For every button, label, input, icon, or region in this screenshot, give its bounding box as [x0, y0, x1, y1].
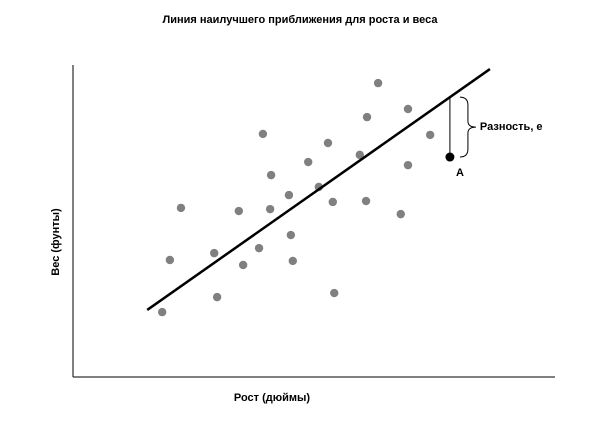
chart-title: Линия наилучшего приближения для роста и… — [163, 14, 439, 26]
x-axis-label: Рост (дюймы) — [234, 392, 311, 404]
point — [403, 160, 413, 170]
point — [396, 209, 405, 219]
point — [210, 248, 219, 258]
brace — [459, 96, 476, 158]
point — [330, 288, 339, 298]
point — [355, 150, 364, 160]
fit-line — [146, 68, 491, 311]
point — [362, 112, 372, 122]
point — [373, 78, 383, 88]
point — [266, 170, 276, 180]
point — [425, 130, 435, 140]
point — [403, 104, 413, 114]
y-axis-label: Вес (фунты) — [50, 208, 62, 276]
point — [323, 138, 333, 148]
point — [284, 190, 294, 200]
point — [286, 230, 296, 240]
point-a-label: A — [456, 167, 464, 179]
point — [165, 255, 175, 265]
point — [254, 243, 264, 253]
point — [288, 256, 297, 266]
point — [265, 204, 275, 214]
residual-label: Разность, e — [480, 121, 543, 133]
point — [212, 292, 222, 302]
point-a — [445, 152, 455, 162]
point — [258, 129, 268, 139]
point — [328, 197, 337, 207]
point — [304, 157, 313, 167]
point — [157, 307, 167, 317]
point — [361, 196, 371, 206]
point — [238, 260, 248, 270]
point — [176, 203, 186, 213]
point — [234, 206, 244, 216]
